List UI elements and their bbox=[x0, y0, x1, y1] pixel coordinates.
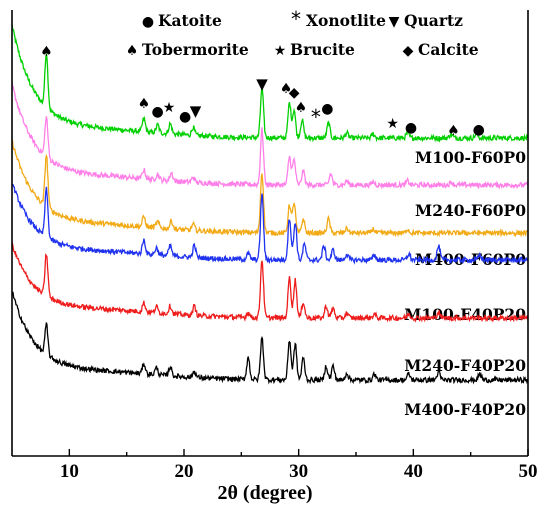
peak-marker-2: ● bbox=[152, 104, 164, 120]
peak-marker-7: ♠ bbox=[280, 81, 293, 97]
series-label-M240-F60P0: M240-F60P0 bbox=[415, 201, 526, 220]
legend-symbol-katoite: ● bbox=[142, 14, 154, 30]
peak-marker-10: * bbox=[311, 105, 321, 129]
peak-marker-6: ▼ bbox=[256, 75, 268, 93]
legend-label-calcite: Calcite bbox=[418, 40, 479, 59]
x-tick-label-50: 50 bbox=[519, 461, 538, 482]
series-label-M400-F40P20: M400-F40P20 bbox=[404, 400, 526, 419]
series-line-M100-F60P0 bbox=[11, 24, 529, 143]
legend-label-quartz: Quartz bbox=[404, 11, 463, 30]
peak-marker-15: ● bbox=[473, 122, 485, 138]
legend-label-katoite: Katoite bbox=[158, 11, 222, 30]
series-line-M400-F60P0 bbox=[11, 138, 529, 238]
series-label-M100-F60P0: M100-F60P0 bbox=[415, 148, 526, 167]
legend-symbol-tobermorite: ♠ bbox=[126, 43, 139, 59]
legend-label-brucite: Brucite bbox=[290, 40, 355, 59]
x-tick-label-30: 30 bbox=[289, 461, 308, 482]
series-group: M100-F60P0M240-F60P0M400-F60P0M100-F40P2… bbox=[11, 24, 529, 419]
peak-markers-group: ♠♠ ● ★●▼▼ ♠◆♠ * ●★ ● ♠ ● bbox=[40, 44, 485, 139]
peak-marker-1: ♠ bbox=[138, 96, 151, 112]
peak-marker-12: ★ bbox=[386, 116, 399, 132]
axes-group: 10 20 30 40 50 bbox=[11, 10, 538, 482]
series-label-M100-F40P20: M100-F40P20 bbox=[404, 305, 526, 324]
peak-marker-3: ★ bbox=[163, 100, 176, 116]
peak-marker-13: ● bbox=[405, 120, 417, 136]
legend-symbol-calcite: ◆ bbox=[403, 43, 414, 59]
series-line-M100-F40P20 bbox=[11, 183, 529, 265]
peak-marker-5: ▼ bbox=[190, 102, 202, 120]
legend-symbol-brucite: ★ bbox=[274, 43, 287, 59]
peak-marker-9: ♠ bbox=[295, 100, 308, 116]
x-axis-label: 2θ (degree) bbox=[217, 482, 312, 504]
legend-label-xonotlite: Xonotlite bbox=[306, 11, 386, 30]
x-tick-label-10: 10 bbox=[60, 461, 79, 482]
legend-symbol-quartz: ▼ bbox=[389, 14, 400, 30]
legend-label-tobermorite: Tobermorite bbox=[142, 40, 249, 59]
peak-marker-8: ◆ bbox=[289, 85, 300, 101]
legend: ● Katoite * Xonotlite ▼ Quartz ♠ Tobermorite ★ Br… bbox=[126, 7, 479, 59]
x-tick-label-20: 20 bbox=[175, 461, 194, 482]
peak-marker-0: ♠ bbox=[40, 44, 53, 60]
legend-symbol-xonotlite: * bbox=[291, 7, 301, 31]
series-line-M240-F60P0 bbox=[11, 81, 529, 190]
series-line-M400-F40P20 bbox=[11, 291, 529, 385]
peak-marker-4: ● bbox=[179, 109, 191, 125]
peak-marker-11: ● bbox=[321, 101, 333, 117]
x-tick-label-40: 40 bbox=[404, 461, 423, 482]
peak-marker-14: ♠ bbox=[447, 123, 460, 139]
series-line-M240-F40P20 bbox=[11, 241, 529, 324]
series-label-M240-F40P20: M240-F40P20 bbox=[404, 356, 526, 375]
